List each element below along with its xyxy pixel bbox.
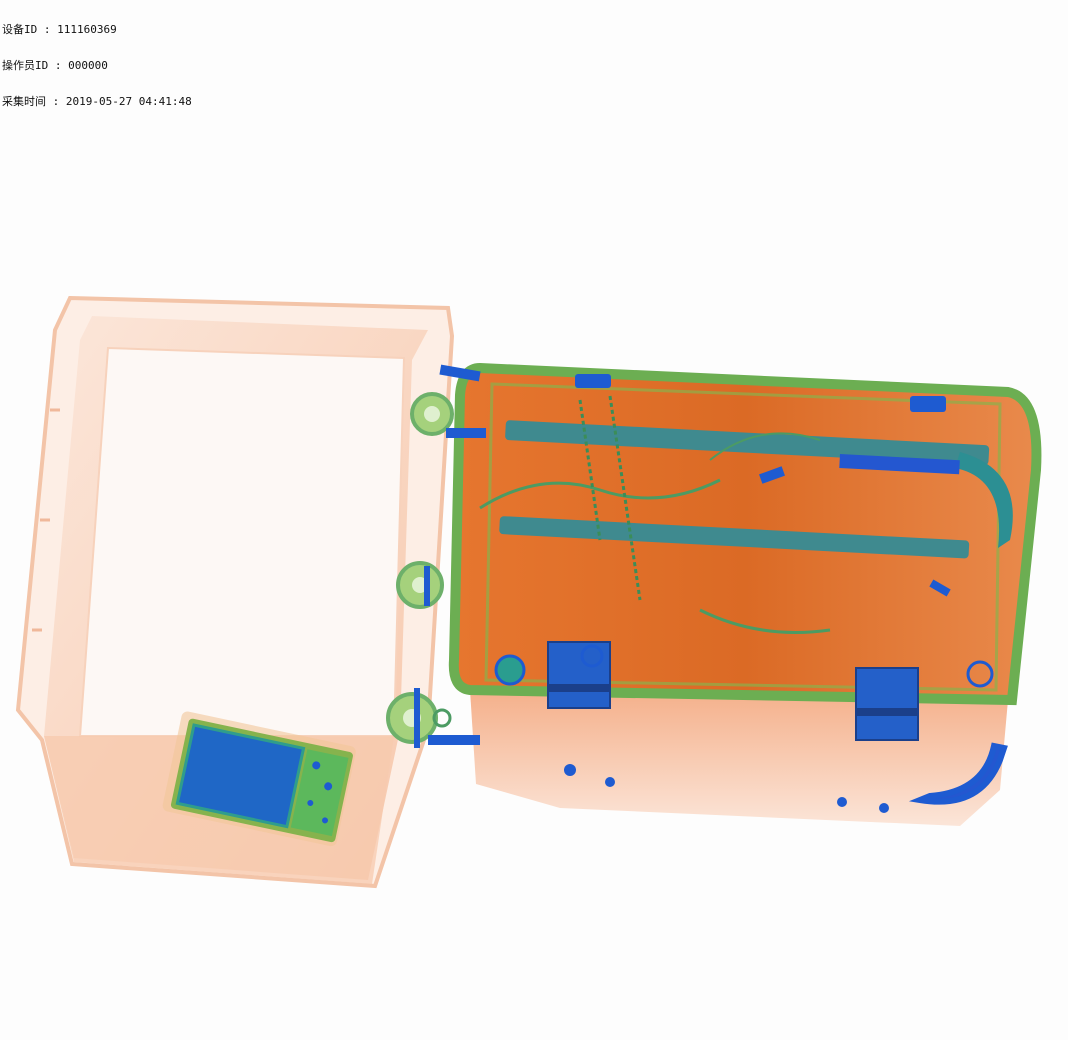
plastic-tray (15, 295, 455, 889)
scan-header: 设备ID : 111160369 操作员ID : 000000 采集时间 : 2… (2, 0, 192, 120)
trolley-rail-bottom (499, 516, 970, 559)
capture-time-line: 采集时间 : 2019-05-27 04:41:48 (2, 95, 192, 108)
operator-id-line: 操作员ID : 000000 (2, 59, 108, 72)
wheel-top (410, 364, 486, 438)
trolley-handle-bar (955, 452, 1013, 548)
wheel-bottom (386, 688, 480, 748)
hinge-left (547, 641, 611, 709)
hinge-right (855, 667, 919, 741)
suitcase (386, 362, 1042, 826)
wheel-middle (396, 561, 444, 609)
circuit-board (290, 749, 349, 837)
electronic-device (162, 711, 356, 847)
device-screen (175, 723, 306, 829)
device-id-line: 设备ID : 111160369 (2, 23, 117, 36)
corner-guard (908, 742, 1008, 805)
trolley-rail-top (505, 420, 990, 466)
tray-floor (78, 346, 406, 737)
suitcase-lower-padding (470, 690, 1008, 826)
